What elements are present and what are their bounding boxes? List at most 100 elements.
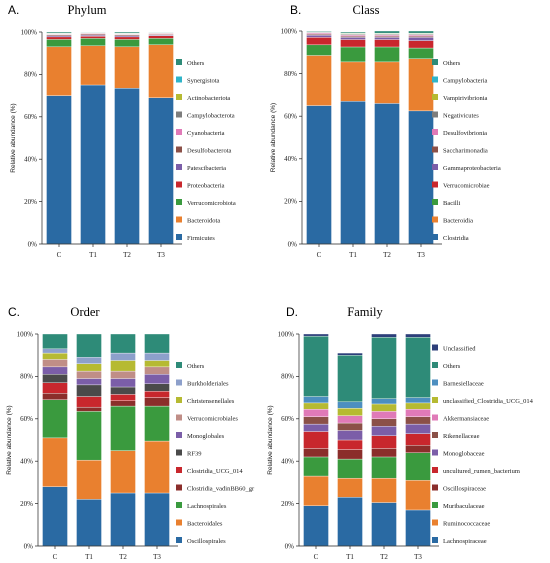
x-tick-label: T3 <box>157 251 165 259</box>
legend-label: Lachnospiraceae <box>443 538 487 545</box>
bar-segment <box>340 61 366 102</box>
legend-label: Monoglobaceae <box>443 451 485 458</box>
bar-segment <box>110 352 136 361</box>
bar-segment <box>114 31 140 34</box>
legend-label: Gammaproteobacteria <box>443 165 501 172</box>
bar-segment <box>144 492 170 547</box>
x-tick-label: T2 <box>119 553 127 561</box>
legend-swatch <box>432 216 438 223</box>
y-axis-label: Relative abundance (%) <box>6 405 13 474</box>
bar-segment <box>303 335 329 397</box>
bar-segment <box>76 363 102 372</box>
y-tick-label: 100% <box>278 330 295 338</box>
bar-segment <box>144 352 170 361</box>
bar-segment <box>110 370 136 379</box>
bar-segment <box>371 337 397 399</box>
bar-segment <box>337 355 363 403</box>
bar-segment <box>303 475 329 506</box>
bar-segment <box>374 39 400 48</box>
bar-segment <box>144 374 170 384</box>
bar-segment <box>42 333 68 350</box>
legend-swatch <box>176 216 182 223</box>
bar-segment <box>303 456 329 477</box>
legend-swatch <box>432 181 438 188</box>
bar-segment <box>303 402 329 410</box>
bar-segment <box>371 403 397 412</box>
legend-swatch <box>432 397 438 403</box>
bar-segment <box>340 39 366 48</box>
legend-swatch <box>176 397 182 403</box>
bar-segment <box>337 352 363 356</box>
legend-swatch <box>432 344 438 351</box>
bar-segment <box>148 44 174 98</box>
bar-segment <box>337 439 363 450</box>
bar-segment <box>306 35 332 38</box>
bar-segment <box>110 400 136 407</box>
legend-swatch <box>176 502 182 508</box>
y-tick-label: 20% <box>24 198 37 206</box>
x-tick-label: T1 <box>346 553 354 561</box>
bar-segment <box>110 333 136 354</box>
legend-label: Others <box>187 60 205 67</box>
legend-label: RF39 <box>187 451 201 458</box>
chart-panel: B. Class Relative abundance (%) 0% 20% 40% 60%… <box>270 3 501 259</box>
bar-segment <box>80 45 106 86</box>
bar-segment <box>76 384 102 397</box>
legend-label: Lachnospirales <box>187 503 227 510</box>
legend-swatch <box>432 76 438 83</box>
chart-panel: C. Order Relative abundance (%) 0% 20% 40% 60%… <box>6 305 255 561</box>
bar-segment <box>114 46 140 89</box>
y-tick-label: 0% <box>24 542 34 550</box>
x-tick-label: C <box>314 553 319 561</box>
legend-swatch <box>432 199 438 205</box>
bar-segment <box>371 398 397 405</box>
panel-title: Order <box>70 305 100 319</box>
legend-swatch <box>432 362 438 368</box>
bar-segment <box>371 435 397 449</box>
legend-label: Clostridia_UCG_014 <box>187 468 243 475</box>
legend-swatch <box>176 76 182 83</box>
bar-segment <box>148 35 174 39</box>
legend-swatch <box>432 129 438 135</box>
bar-segment <box>46 46 72 96</box>
legend-swatch <box>176 164 182 170</box>
legend-swatch <box>432 449 438 456</box>
bar-segment <box>76 499 102 547</box>
bar-segment <box>405 445 431 453</box>
x-tick-label: C <box>57 251 62 259</box>
x-tick-label: T1 <box>89 251 97 259</box>
y-tick-label: 60% <box>20 415 33 423</box>
bar-segment <box>371 477 397 503</box>
y-tick-label: 20% <box>20 500 33 508</box>
legend-label: Burkholderiales <box>187 381 229 388</box>
legend-swatch <box>176 519 182 526</box>
x-tick-label: T2 <box>123 251 131 259</box>
bar-segment <box>337 449 363 460</box>
bar-segment <box>371 333 397 338</box>
y-axis-label: Relative abundance (%) <box>10 103 17 172</box>
panel-letter: B. <box>290 3 301 17</box>
y-tick-label: 100% <box>281 27 298 35</box>
bar-segment <box>144 333 170 354</box>
bar-segment <box>46 36 72 40</box>
bar-segment <box>42 486 68 547</box>
bar-segment <box>405 480 431 511</box>
y-tick-label: 0% <box>285 542 295 550</box>
bar-segment <box>76 396 102 408</box>
bar-segment <box>148 97 174 245</box>
bar-segment <box>80 38 106 46</box>
bar-segment <box>303 409 329 417</box>
bar-segment <box>110 394 136 401</box>
y-tick-label: 80% <box>20 373 33 381</box>
bar-segment <box>76 459 102 500</box>
legend-label: Monoglobales <box>187 433 225 440</box>
bar-segment <box>405 333 431 338</box>
legend-swatch <box>432 414 438 421</box>
bar-segment <box>337 477 363 498</box>
legend-label: Negativicutes <box>443 113 479 120</box>
bar-segment <box>337 430 363 441</box>
bar-segment <box>405 433 431 446</box>
bar-segment <box>337 422 363 431</box>
y-tick-label: 100% <box>17 330 34 338</box>
